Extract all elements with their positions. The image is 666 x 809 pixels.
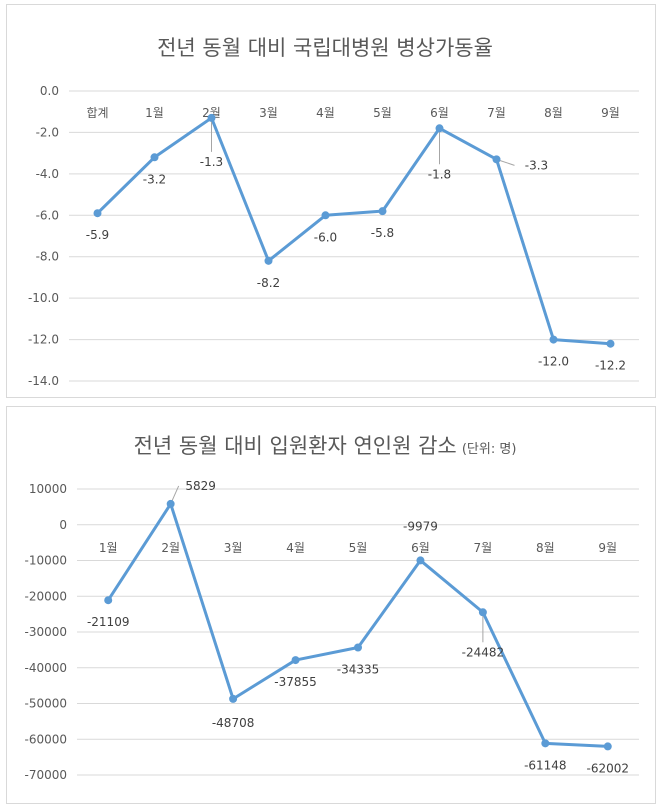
data-label: -21109: [87, 615, 130, 629]
data-point: [606, 339, 615, 348]
data-label: -5.8: [371, 226, 394, 240]
data-label: -48708: [212, 716, 255, 730]
y-tick-label: -12.0: [28, 333, 59, 347]
y-tick-label: 10000: [29, 482, 67, 496]
data-point: [492, 155, 501, 164]
data-point: [93, 209, 102, 218]
data-point: [541, 739, 550, 748]
data-label: -12.0: [538, 355, 569, 369]
inpatient-decrease-chart: 전년 동월 대비 입원환자 연인원 감소 (단위: 명) 10000 0 -1000…: [24, 434, 639, 782]
data-point: [207, 113, 216, 122]
data-point: [435, 124, 444, 133]
series-line: [96, 116, 612, 346]
y-tick-label: -20000: [24, 589, 67, 603]
data-label: -8.2: [257, 276, 280, 290]
category-label: 7월: [487, 106, 506, 120]
category-label: 1월: [99, 541, 118, 555]
y-tick-label: -70000: [24, 768, 67, 782]
category-label: 3월: [224, 541, 243, 555]
category-label: 합계: [86, 106, 108, 120]
data-point: [321, 211, 330, 220]
category-label: 4월: [286, 541, 305, 555]
data-label: -3.2: [143, 172, 166, 186]
y-tick-label: -10.0: [28, 291, 59, 305]
data-label: -62002: [587, 761, 630, 775]
data-point: [603, 742, 612, 751]
category-label: 2월: [202, 106, 221, 120]
data-point: [291, 656, 300, 665]
category-label: 5월: [349, 541, 368, 555]
y-tick-label: -60000: [24, 732, 67, 746]
category-label: 1월: [145, 106, 164, 120]
data-label: -61148: [524, 758, 567, 772]
category-label: 9월: [601, 106, 620, 120]
y-tick-label: -50000: [24, 697, 67, 711]
data-point: [166, 499, 175, 508]
data-point: [354, 643, 362, 652]
inpatient-decrease-chart-panel: 전년 동월 대비 입원환자 연인원 감소 (단위: 명) 10000 0 -1000…: [6, 406, 656, 804]
y-tick-label: -8.0: [36, 250, 59, 264]
category-label: 8월: [536, 541, 555, 555]
y-tick-label: -2.0: [36, 125, 59, 139]
data-point: [150, 153, 159, 162]
y-tick-label: -10000: [24, 554, 67, 568]
y-tick-label: -4.0: [36, 167, 59, 181]
y-tick-label: -30000: [24, 625, 67, 639]
category-label: 6월: [430, 106, 449, 120]
category-label: 4월: [316, 106, 335, 120]
data-point: [104, 596, 113, 605]
category-label: 3월: [259, 106, 278, 120]
category-label: 8월: [544, 106, 563, 120]
data-label: -34335: [337, 662, 380, 676]
data-label: -3.3: [525, 158, 548, 172]
data-point: [264, 256, 273, 265]
data-label: -24482: [462, 645, 505, 659]
y-tick-label: -40000: [24, 661, 67, 675]
data-point: [549, 335, 558, 344]
data-point: [378, 207, 387, 216]
chart-title-main: 전년 동월 대비 입원환자 연인원 감소: [134, 434, 457, 458]
data-point: [229, 694, 238, 703]
chart-title: 전년 동월 대비 입원환자 연인원 감소 (단위: 명): [134, 434, 517, 458]
category-label: 7월: [474, 541, 493, 555]
y-tick-label: 0: [59, 518, 67, 532]
y-tick-label: 0.0: [40, 84, 59, 98]
data-point: [478, 608, 487, 617]
bed-occupancy-chart: 전년 동월 대비 국립대병원 병상가동율 0.0 -2.0 -4.0 -6.0 -8.0…: [28, 36, 639, 388]
data-label: -5.9: [86, 228, 109, 242]
data-label: -1.3: [200, 155, 223, 169]
y-tick-label: -6.0: [36, 208, 59, 222]
y-tick-label: -14.0: [28, 374, 59, 388]
data-label: -1.8: [428, 167, 451, 181]
category-label: 2월: [161, 541, 180, 555]
data-label: 5829: [185, 479, 216, 493]
data-label: -9979: [403, 519, 438, 533]
data-point: [416, 556, 425, 565]
data-label: -12.2: [595, 359, 626, 373]
bed-occupancy-chart-panel: 전년 동월 대비 국립대병원 병상가동율 0.0 -2.0 -4.0 -6.0 -8.0…: [6, 4, 656, 398]
data-label: -6.0: [314, 230, 337, 244]
chart-title-unit: (단위: 명): [462, 442, 517, 457]
category-label: 9월: [598, 541, 617, 555]
category-label: 5월: [373, 106, 392, 120]
chart-title: 전년 동월 대비 국립대병원 병상가동율: [157, 36, 493, 60]
data-label: -37855: [274, 675, 317, 689]
category-label: 6월: [411, 541, 430, 555]
